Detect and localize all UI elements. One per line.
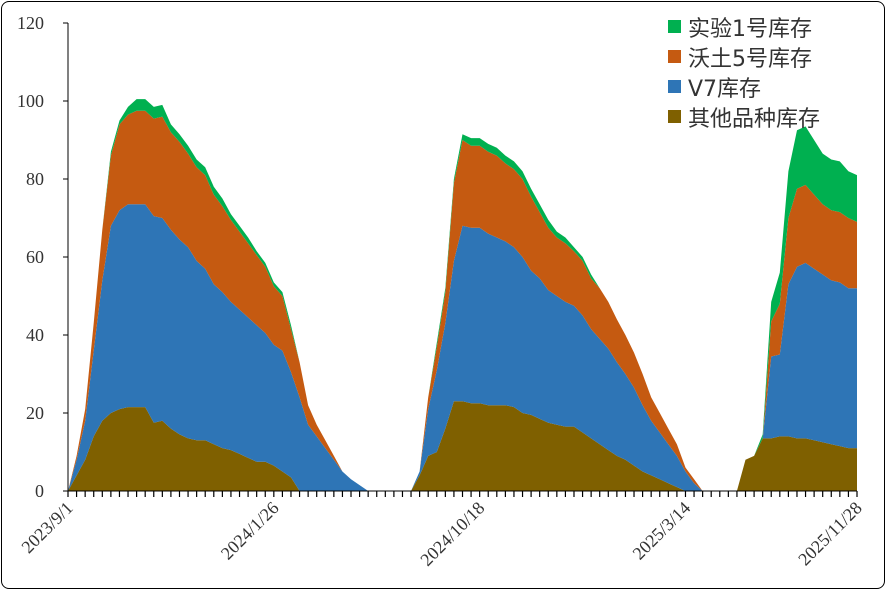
y-tick-label: 100	[17, 91, 44, 111]
x-tick-label: 2025/3/14	[629, 498, 695, 564]
y-tick-labels: 0 20 40 60 80 100 120	[17, 13, 44, 501]
legend-swatch	[668, 110, 681, 123]
legend-swatch	[668, 80, 681, 93]
y-tick-label: 80	[26, 169, 44, 189]
y-tick-label: 0	[35, 481, 44, 501]
legend-label: 沃土5号库存	[688, 47, 812, 72]
x-tick-labels: 2023/9/1 2024/1/26 2024/10/18 2025/3/14 2025…	[17, 498, 865, 570]
y-tick-label: 40	[26, 325, 44, 345]
y-tick-label: 120	[17, 13, 44, 33]
legend-swatch	[668, 50, 681, 63]
legend-label: 实验1号库存	[688, 17, 812, 42]
area-series-2	[68, 110, 857, 492]
x-tick-label: 2025/11/28	[794, 498, 866, 570]
x-tick-label: 2024/1/26	[217, 498, 283, 564]
chart-axes	[63, 22, 858, 497]
legend-swatch	[668, 20, 681, 33]
legend-label: V7库存	[688, 77, 761, 102]
area-series-0	[68, 401, 857, 491]
area-series-1	[68, 204, 857, 492]
x-tick-label: 2024/10/18	[416, 498, 488, 570]
y-tick-label: 60	[26, 247, 44, 267]
chart-areas	[68, 99, 857, 492]
x-tick-label: 2023/9/1	[17, 498, 76, 557]
y-tick-label: 20	[26, 403, 44, 423]
legend-label: 其他品种库存	[688, 107, 820, 132]
